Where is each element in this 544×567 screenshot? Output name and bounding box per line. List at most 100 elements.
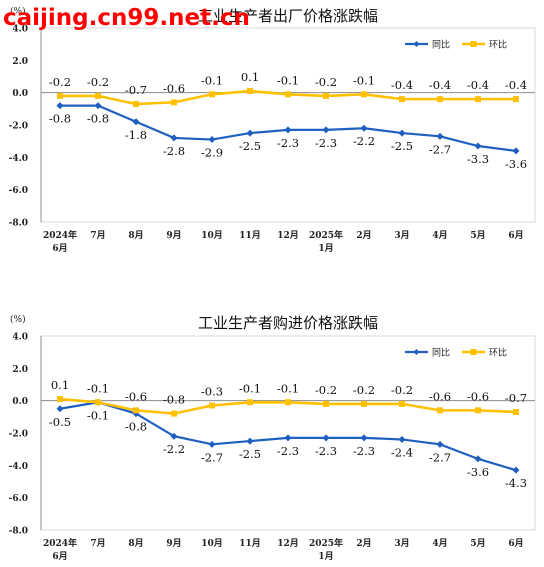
y-tick-label: -6.0: [9, 494, 28, 504]
data-label-yoy: -2.3: [315, 136, 337, 150]
x-tick-label: 5月: [470, 538, 485, 549]
data-point-yoy: [398, 435, 406, 443]
data-label-mom: -0.4: [391, 78, 413, 92]
y-tick-label: -8.0: [9, 219, 28, 229]
y-tick-label: -2.0: [9, 122, 28, 132]
data-point-yoy: [398, 129, 406, 137]
chart-1: 4.0 2.0 0.0 -2.0 -4.0 -6.0 -8.0 (%) 工业生产者出厂价格涨跌幅…: [9, 6, 536, 254]
plot-area: [40, 27, 536, 223]
data-label-yoy: -2.7: [201, 450, 223, 464]
data-label-yoy: -2.8: [163, 144, 185, 158]
data-label-mom: -0.6: [429, 389, 451, 403]
data-point-mom: [171, 410, 177, 417]
y-tick-label: 2.0: [12, 365, 28, 375]
data-label-mom: -0.2: [87, 75, 109, 89]
data-point-mom: [57, 396, 63, 403]
data-point-mom: [513, 96, 519, 103]
y-tick-label: -8.0: [9, 527, 28, 537]
legend-label-mom: 环比: [489, 39, 507, 51]
data-point-yoy: [512, 466, 520, 474]
data-point-mom: [323, 92, 329, 99]
data-point-mom: [133, 407, 139, 414]
data-label-mom: -0.2: [315, 383, 337, 397]
y-tick-label: -2.0: [9, 430, 28, 440]
x-tick-label: 9月: [166, 538, 181, 549]
data-label-yoy: -3.6: [467, 465, 489, 479]
x-tick-label: 9月: [166, 230, 181, 241]
data-point-mom: [437, 407, 443, 414]
data-point-mom: [437, 96, 443, 103]
data-label-yoy: -2.4: [391, 445, 413, 459]
data-label-yoy: -0.8: [49, 112, 71, 126]
data-label-mom: -0.6: [125, 389, 147, 403]
data-label-mom: -0.1: [239, 381, 261, 395]
legend-marker-mom: [470, 41, 477, 47]
data-point-yoy: [246, 437, 254, 445]
legend-label-yoy: 同比: [432, 39, 450, 51]
data-label-yoy: -0.5: [49, 415, 71, 429]
data-point-yoy: [322, 126, 330, 134]
x-tick-label: 10月: [201, 230, 223, 241]
data-point-yoy: [170, 134, 178, 142]
data-label-yoy: -2.7: [429, 450, 451, 464]
data-label-mom: -0.2: [49, 75, 71, 89]
data-point-mom: [361, 400, 367, 407]
data-label-mom: 0.1: [241, 70, 259, 84]
data-label-mom: -0.6: [467, 389, 489, 403]
y-tick-label: 2.0: [12, 57, 28, 67]
data-label-yoy: -2.7: [429, 142, 451, 156]
legend-label-yoy: 同比: [432, 347, 450, 359]
y-tick-label: 0.0: [12, 397, 28, 407]
data-point-mom: [57, 92, 63, 99]
data-label-yoy: -0.8: [125, 420, 147, 434]
y-axis-label: (%): [10, 314, 26, 325]
data-label-yoy: -2.2: [163, 442, 185, 456]
x-tick-label: 5月: [470, 230, 485, 241]
x-tick-label: 2025年 1月: [309, 229, 343, 254]
x-tick-label: 2025年 1月: [309, 537, 343, 562]
y-tick-label: 4.0: [12, 25, 28, 35]
x-tick-label: 7月: [90, 538, 105, 549]
data-point-yoy: [360, 434, 368, 442]
x-tick-label: 4月: [432, 538, 447, 549]
x-tick-label: 2月: [356, 230, 371, 241]
data-label-mom: -0.1: [277, 73, 299, 87]
x-tick-label: 8月: [128, 538, 143, 549]
data-point-yoy: [208, 136, 216, 144]
x-tick-label: 2024年 6月: [43, 537, 77, 562]
data-label-yoy: -2.3: [315, 444, 337, 458]
data-label-mom: -0.4: [429, 78, 451, 92]
x-tick-label: 2024年 6月: [43, 229, 77, 254]
data-label-yoy: -2.5: [239, 447, 261, 461]
y-tick-label: -4.0: [9, 462, 28, 472]
data-label-mom: -0.8: [163, 393, 185, 407]
data-point-yoy: [94, 102, 102, 110]
data-point-mom: [361, 91, 367, 98]
data-point-yoy: [56, 102, 64, 110]
x-tick-label: 3月: [394, 230, 409, 241]
data-point-yoy: [436, 132, 444, 140]
x-tick-label: 2月: [356, 538, 371, 549]
data-label-mom: -0.7: [505, 391, 527, 405]
chart-title: 工业生产者出厂价格涨跌幅: [198, 7, 378, 25]
data-point-mom: [323, 400, 329, 407]
data-point-yoy: [474, 455, 482, 463]
data-point-yoy: [474, 142, 482, 150]
y-axis-label: (%): [10, 6, 26, 17]
data-point-mom: [209, 402, 215, 409]
data-point-yoy: [360, 124, 368, 132]
data-label-mom: -0.4: [467, 78, 489, 92]
x-tick-label: 11月: [239, 538, 261, 549]
x-tick-label: 4月: [432, 230, 447, 241]
data-label-mom: -0.1: [87, 381, 109, 395]
legend-marker-yoy: [413, 41, 420, 47]
legend-label-mom: 环比: [489, 347, 507, 359]
data-point-mom: [95, 92, 101, 99]
data-label-yoy: -4.3: [505, 476, 527, 490]
data-label-mom: -0.3: [201, 385, 223, 399]
data-point-mom: [247, 88, 253, 95]
legend-marker-mom: [470, 349, 477, 355]
data-point-mom: [95, 399, 101, 406]
data-label-yoy: -2.3: [353, 444, 375, 458]
